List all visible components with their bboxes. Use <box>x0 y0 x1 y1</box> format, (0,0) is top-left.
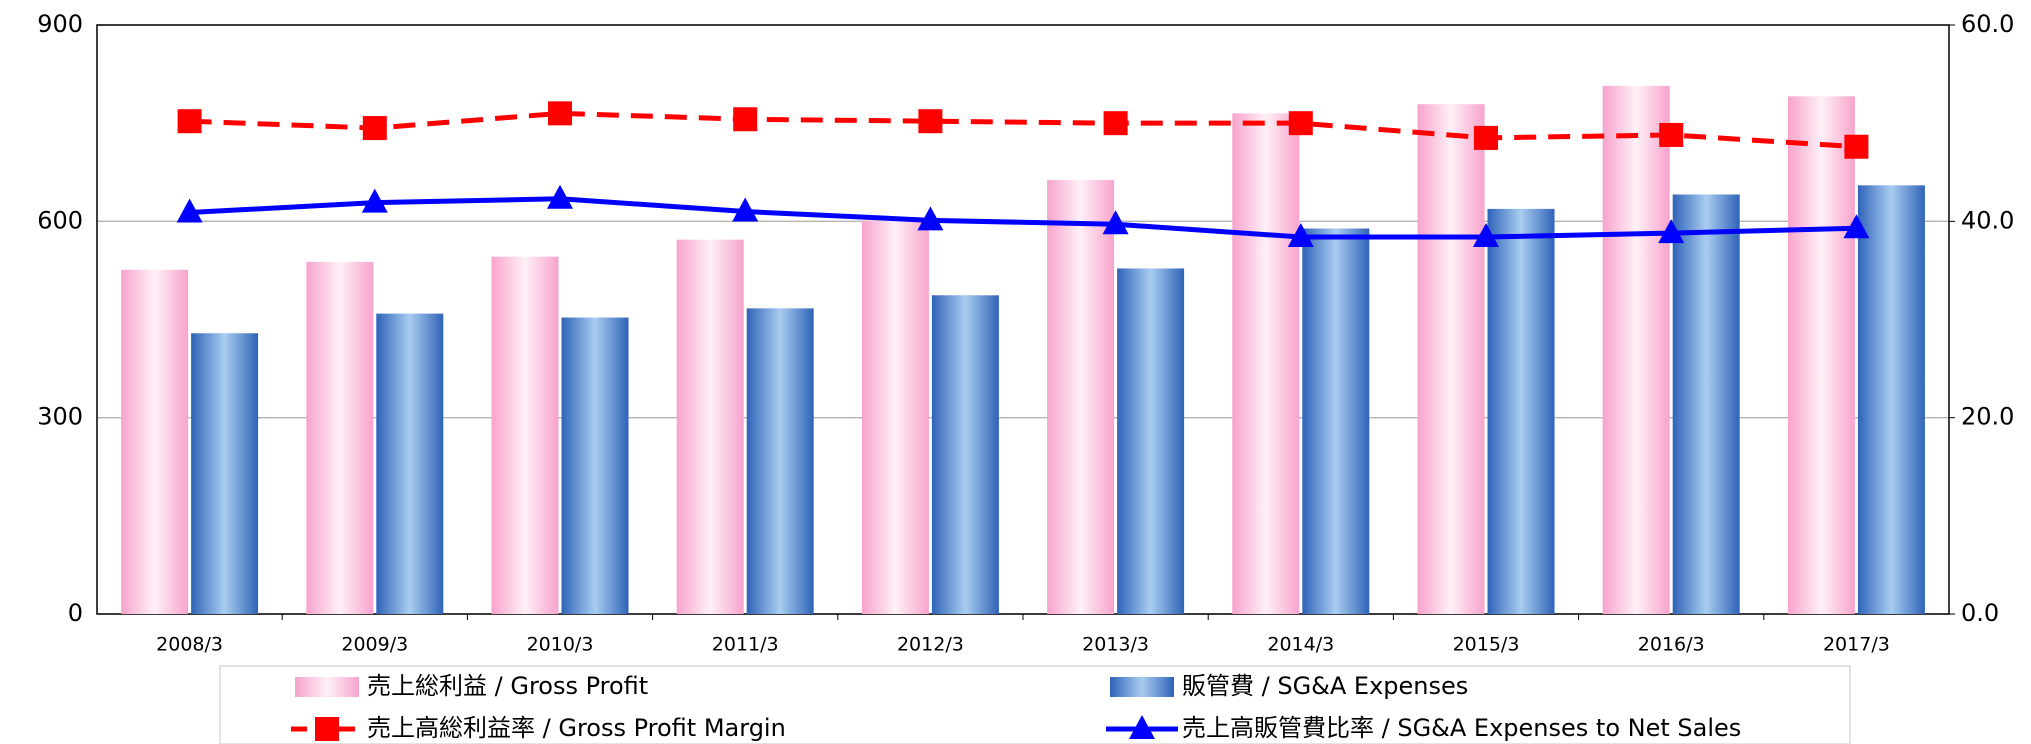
bar <box>1417 104 1485 614</box>
marker <box>1844 134 1869 159</box>
marker <box>1474 125 1498 150</box>
x-tick-label: 2012/3 <box>897 634 964 656</box>
y-tick-label: 0 <box>68 599 83 627</box>
legend-box <box>219 665 1851 744</box>
x-tick-label: 2015/3 <box>1453 634 1520 656</box>
marker <box>1659 122 1684 147</box>
line <box>189 110 1857 150</box>
legend-swatch <box>295 677 359 697</box>
plot-frame <box>96 24 1950 615</box>
y-tick-label: 900 <box>37 10 83 38</box>
bar <box>1302 228 1370 614</box>
marker <box>1288 111 1313 136</box>
y2-tick-label: 40.0 <box>1961 206 2014 234</box>
y2-tick-label: 0.0 <box>1961 599 1999 627</box>
y2-tick-label: 20.0 <box>1961 403 2014 431</box>
marker <box>362 116 387 141</box>
y-tick-label: 300 <box>37 403 83 431</box>
bar <box>861 220 929 614</box>
y-tick-label: 600 <box>37 206 83 234</box>
bar <box>491 256 559 614</box>
marker <box>1473 223 1499 248</box>
marker <box>547 184 573 209</box>
x-tick-label: 2013/3 <box>1082 634 1149 656</box>
marker <box>917 206 944 231</box>
bar <box>121 269 189 614</box>
marker <box>1287 223 1314 248</box>
marker <box>733 107 758 132</box>
x-tick-label: 2008/3 <box>156 634 223 656</box>
bar <box>931 295 999 614</box>
legend-label: 売上高総利益率 / Gross Profit Margin <box>367 714 786 742</box>
bar <box>1487 208 1555 614</box>
x-tick-label: 2017/3 <box>1823 634 1890 656</box>
bar <box>1857 185 1925 615</box>
bar <box>676 239 744 614</box>
legend-label: 売上高販管費比率 / SG&A Expenses to Net Sales <box>1182 714 1741 742</box>
marker <box>732 197 759 222</box>
bar <box>1117 268 1185 614</box>
marker <box>1102 210 1129 235</box>
marker <box>361 188 388 213</box>
bar <box>1787 96 1855 614</box>
marker <box>176 198 203 223</box>
legend-label: 売上総利益 / Gross Profit <box>367 672 648 700</box>
y2-tick-label: 60.0 <box>1961 10 2014 38</box>
marker <box>1658 219 1685 244</box>
marker <box>1103 111 1128 136</box>
bar <box>1672 194 1740 615</box>
bar <box>1602 85 1670 614</box>
x-tick-label: 2009/3 <box>341 634 408 656</box>
x-tick-label: 2016/3 <box>1638 634 1705 656</box>
bar <box>191 333 259 614</box>
marker <box>918 109 943 134</box>
x-tick-label: 2010/3 <box>527 634 594 656</box>
legend-label: 販管費 / SG&A Expenses <box>1182 672 1468 700</box>
x-tick-label: 2011/3 <box>712 634 779 656</box>
bar <box>306 261 374 614</box>
bar <box>746 308 814 614</box>
marker <box>1843 214 1870 239</box>
legend-marker <box>315 717 339 741</box>
marker <box>177 109 202 134</box>
line <box>189 196 1857 240</box>
bar <box>1047 180 1115 614</box>
legend-swatch <box>1110 677 1174 697</box>
x-tick-label: 2014/3 <box>1267 634 1334 656</box>
bar <box>1232 113 1300 614</box>
legend-marker <box>1129 715 1155 739</box>
bar <box>376 313 444 614</box>
marker <box>548 101 572 126</box>
bar <box>561 317 629 614</box>
